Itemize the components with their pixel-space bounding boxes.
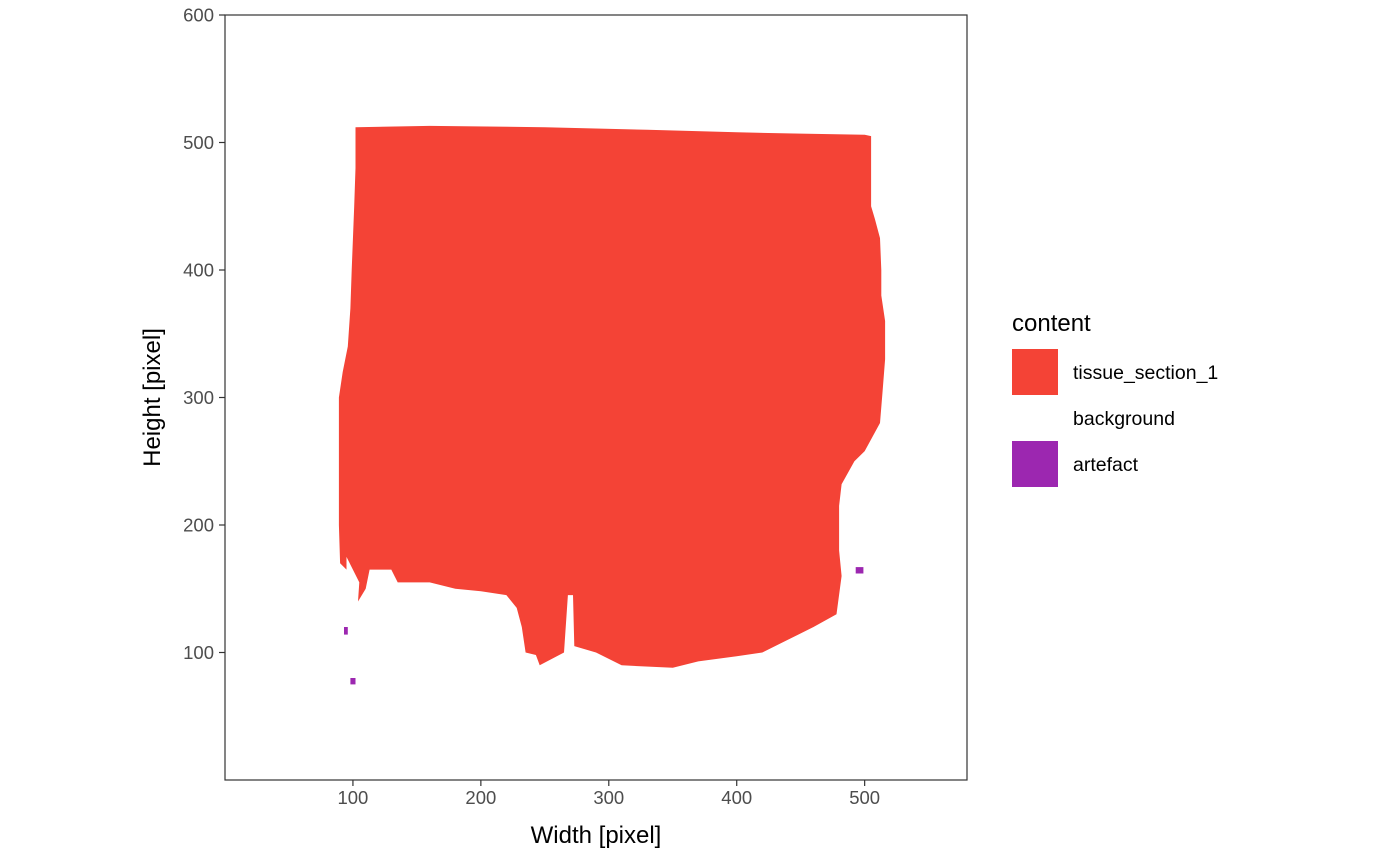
y-tick-label: 600 (183, 5, 214, 26)
legend-key-background (1012, 395, 1058, 441)
region-artefact (855, 567, 864, 574)
x-tick-label: 200 (465, 787, 496, 808)
legend-label: background (1073, 408, 1175, 430)
x-axis: 100 200 300 400 500 (337, 780, 880, 808)
legend-items: tissue_section_1 background artefact (1012, 349, 1218, 487)
legend-key-artefact (1012, 441, 1058, 487)
y-tick-label: 200 (183, 515, 214, 536)
legend-key-tissue-section-1 (1012, 349, 1058, 395)
legend: content tissue_section_1 background artefa… (1012, 310, 1218, 487)
content-regions (338, 125, 886, 685)
legend-title: content (1012, 310, 1091, 337)
legend-label: tissue_section_1 (1073, 362, 1218, 384)
region-artefact (344, 627, 348, 635)
region-tissue-section-1 (338, 125, 886, 668)
x-tick-label: 500 (849, 787, 880, 808)
x-tick-label: 100 (337, 787, 368, 808)
x-tick-label: 300 (593, 787, 624, 808)
x-axis-title: Width [pixel] (531, 822, 662, 849)
y-axis-title: Height [pixel] (139, 328, 166, 467)
y-tick-label: 300 (183, 387, 214, 408)
legend-label: artefact (1073, 454, 1139, 476)
x-tick-label: 400 (721, 787, 752, 808)
y-tick-label: 400 (183, 260, 214, 281)
y-axis: 100 200 300 400 500 600 (183, 5, 225, 663)
y-tick-label: 100 (183, 642, 214, 663)
y-tick-label: 500 (183, 132, 214, 153)
region-artefact (350, 678, 356, 685)
